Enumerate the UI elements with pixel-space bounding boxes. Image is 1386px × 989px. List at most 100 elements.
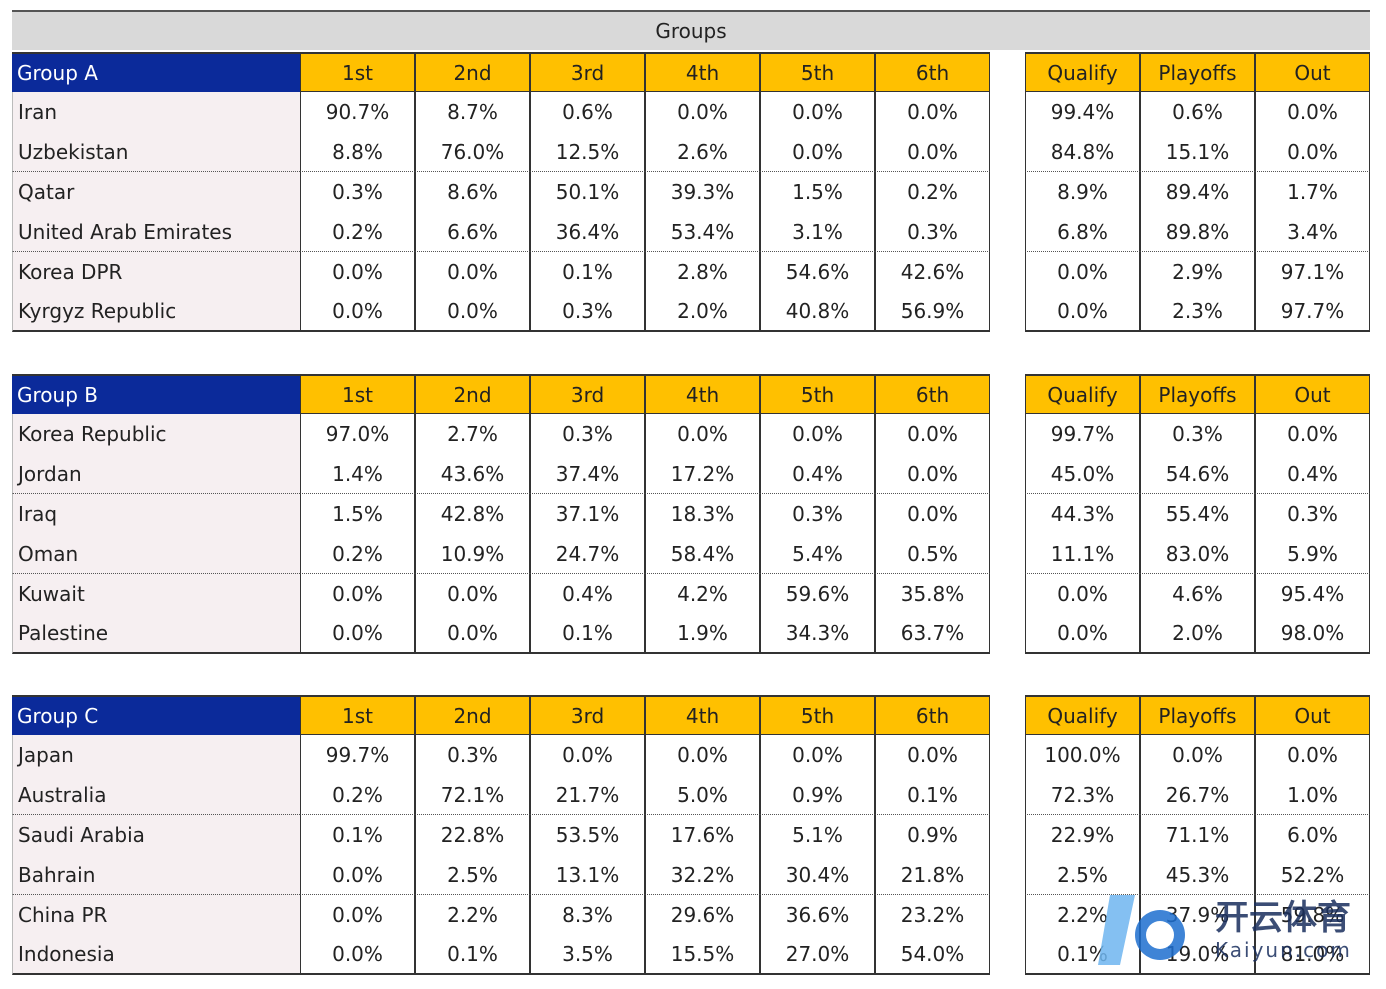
position-cell: 0.0%	[875, 494, 990, 534]
summary-cell: 5.9%	[1255, 534, 1370, 574]
team-name: Indonesia	[12, 935, 300, 975]
position-cell: 0.0%	[415, 292, 530, 332]
column-header: 1st	[300, 374, 415, 414]
summary-cell: 97.1%	[1255, 252, 1370, 292]
summary-cell: 72.3%	[1025, 775, 1140, 815]
position-cell: 2.7%	[415, 414, 530, 454]
summary-cell: 37.9%	[1140, 895, 1255, 935]
position-cell: 0.0%	[645, 735, 760, 775]
team-name: Uzbekistan	[12, 132, 300, 172]
column-header: 5th	[760, 695, 875, 735]
team-name: Japan	[12, 735, 300, 775]
position-cell: 24.7%	[530, 534, 645, 574]
summary-cell: 84.8%	[1025, 132, 1140, 172]
summary-cell: 0.0%	[1025, 614, 1140, 654]
position-cell: 15.5%	[645, 935, 760, 975]
position-cell: 0.0%	[300, 895, 415, 935]
position-cell: 5.0%	[645, 775, 760, 815]
position-cell: 0.1%	[530, 614, 645, 654]
position-cell: 0.1%	[300, 815, 415, 855]
position-cell: 1.5%	[760, 172, 875, 212]
position-cell: 17.6%	[645, 815, 760, 855]
summary-cell: 99.7%	[1025, 414, 1140, 454]
summary-cell: 0.3%	[1140, 414, 1255, 454]
position-cell: 0.1%	[875, 775, 990, 815]
summary-cell: 0.0%	[1025, 252, 1140, 292]
team-name: Kyrgyz Republic	[12, 292, 300, 332]
summary-cell: 45.3%	[1140, 855, 1255, 895]
position-cell: 0.0%	[760, 414, 875, 454]
summary-cell: 45.0%	[1025, 454, 1140, 494]
position-cell: 50.1%	[530, 172, 645, 212]
position-cell: 0.5%	[875, 534, 990, 574]
summary-cell: 0.0%	[1025, 574, 1140, 614]
position-cell: 0.0%	[760, 92, 875, 132]
position-cell: 0.9%	[760, 775, 875, 815]
summary-cell: 99.4%	[1025, 92, 1140, 132]
summary-cell: 0.3%	[1255, 494, 1370, 534]
team-name: Jordan	[12, 454, 300, 494]
summary-cell: 97.7%	[1255, 292, 1370, 332]
column-header: 6th	[875, 52, 990, 92]
position-cell: 27.0%	[760, 935, 875, 975]
position-cell: 32.2%	[645, 855, 760, 895]
column-header: 4th	[645, 695, 760, 735]
team-name: Palestine	[12, 614, 300, 654]
position-cell: 2.0%	[645, 292, 760, 332]
summary-cell: 2.2%	[1025, 895, 1140, 935]
position-cell: 8.7%	[415, 92, 530, 132]
summary-cell: 0.0%	[1255, 132, 1370, 172]
position-cell: 42.8%	[415, 494, 530, 534]
position-cell: 76.0%	[415, 132, 530, 172]
team-name: Saudi Arabia	[12, 815, 300, 855]
team-name: Korea Republic	[12, 414, 300, 454]
summary-cell: 0.0%	[1025, 292, 1140, 332]
position-cell: 36.6%	[760, 895, 875, 935]
summary-cell: 89.8%	[1140, 212, 1255, 252]
position-cell: 99.7%	[300, 735, 415, 775]
position-cell: 0.4%	[530, 574, 645, 614]
summary-cell: 8.9%	[1025, 172, 1140, 212]
position-cell: 0.0%	[300, 614, 415, 654]
position-cell: 0.3%	[760, 494, 875, 534]
position-cell: 0.6%	[530, 92, 645, 132]
position-cell: 0.0%	[875, 735, 990, 775]
summary-cell: 2.0%	[1140, 614, 1255, 654]
position-cell: 0.2%	[300, 534, 415, 574]
position-cell: 53.4%	[645, 212, 760, 252]
position-cell: 37.4%	[530, 454, 645, 494]
position-cell: 0.0%	[645, 414, 760, 454]
watermark-logo	[1098, 895, 1185, 965]
position-cell: 0.0%	[415, 614, 530, 654]
column-header: 5th	[760, 52, 875, 92]
column-header: 3rd	[530, 695, 645, 735]
position-cell: 0.0%	[300, 292, 415, 332]
column-header: 1st	[300, 52, 415, 92]
position-cell: 0.3%	[530, 292, 645, 332]
watermark-brand: 开云体育	[1215, 898, 1351, 938]
summary-cell: 0.4%	[1255, 454, 1370, 494]
position-cell: 59.6%	[760, 574, 875, 614]
summary-cell: 11.1%	[1025, 534, 1140, 574]
position-cell: 1.4%	[300, 454, 415, 494]
summary-cell: 1.0%	[1255, 775, 1370, 815]
column-header: 2nd	[415, 695, 530, 735]
position-cell: 0.0%	[875, 92, 990, 132]
group-name: Group B	[12, 374, 300, 414]
team-name: Korea DPR	[12, 252, 300, 292]
summary-cell: 2.3%	[1140, 292, 1255, 332]
column-header: Out	[1255, 374, 1370, 414]
watermark-site: Kaiyun.com	[1215, 938, 1352, 962]
summary-cell: 55.4%	[1140, 494, 1255, 534]
summary-cell: 52.2%	[1255, 855, 1370, 895]
position-cell: 0.0%	[300, 935, 415, 975]
position-cell: 3.5%	[530, 935, 645, 975]
position-cell: 13.1%	[530, 855, 645, 895]
position-cell: 0.2%	[300, 775, 415, 815]
position-cell: 37.1%	[530, 494, 645, 534]
position-cell: 0.3%	[300, 172, 415, 212]
position-cell: 0.0%	[875, 454, 990, 494]
position-cell: 2.5%	[415, 855, 530, 895]
column-header: 6th	[875, 695, 990, 735]
position-cell: 53.5%	[530, 815, 645, 855]
